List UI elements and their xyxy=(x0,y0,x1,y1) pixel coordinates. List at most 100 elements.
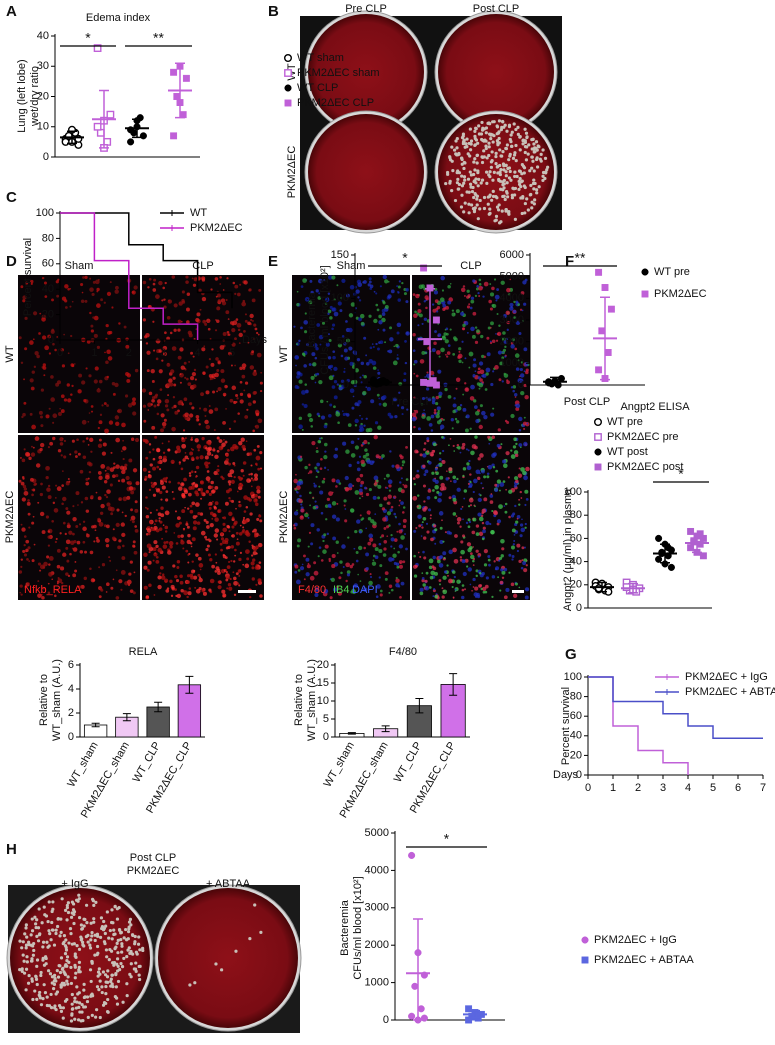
colony xyxy=(470,203,473,206)
signal xyxy=(149,489,151,491)
signal xyxy=(523,347,527,351)
colony xyxy=(475,197,478,200)
signal xyxy=(499,490,501,492)
signal xyxy=(479,453,484,458)
signal xyxy=(28,457,31,460)
signal xyxy=(307,564,311,568)
signal xyxy=(466,448,468,450)
signal xyxy=(74,450,77,453)
colony xyxy=(96,953,99,956)
colony xyxy=(530,138,533,141)
signal xyxy=(67,398,71,402)
signal xyxy=(157,585,161,589)
signal xyxy=(213,447,215,449)
signal xyxy=(173,405,176,408)
signal xyxy=(234,555,236,557)
signal xyxy=(332,478,336,482)
signal xyxy=(479,472,481,474)
colony xyxy=(69,932,72,935)
signal xyxy=(296,491,298,493)
data-point xyxy=(62,139,69,146)
signal xyxy=(462,534,465,537)
signal xyxy=(198,289,201,292)
signal xyxy=(51,298,54,301)
colony xyxy=(524,151,527,154)
signal xyxy=(511,583,515,587)
row-label: PKM2ΔEC xyxy=(286,146,298,199)
signal xyxy=(360,314,365,319)
signal xyxy=(188,486,192,490)
panel-label: H xyxy=(6,841,17,858)
signal xyxy=(419,313,423,317)
signal xyxy=(348,464,351,467)
signal xyxy=(524,395,528,399)
colony xyxy=(546,166,549,169)
y-tick-label: 5000 xyxy=(500,271,524,283)
signal xyxy=(184,507,186,509)
colony xyxy=(477,178,480,181)
signal xyxy=(197,521,201,525)
signal xyxy=(113,466,116,469)
colony xyxy=(471,190,474,193)
signal xyxy=(296,375,300,379)
signal xyxy=(143,552,147,556)
signal xyxy=(76,491,80,495)
signal xyxy=(386,474,390,478)
signal xyxy=(260,372,262,374)
signal xyxy=(468,518,471,521)
signal xyxy=(256,413,259,416)
signal xyxy=(359,299,361,301)
data-point xyxy=(687,544,693,550)
signal xyxy=(214,455,218,459)
colony xyxy=(523,128,526,131)
signal xyxy=(160,388,163,391)
signal xyxy=(84,551,87,554)
signal xyxy=(356,478,361,483)
signal xyxy=(55,541,57,543)
signal xyxy=(453,397,455,399)
x-tick-label: 1 xyxy=(91,347,97,359)
signal xyxy=(145,457,148,460)
signal xyxy=(508,490,512,494)
signal xyxy=(201,589,204,592)
signal xyxy=(31,387,35,391)
signal xyxy=(359,428,363,432)
signal xyxy=(243,461,247,465)
signal xyxy=(144,335,147,338)
signal xyxy=(188,361,190,363)
signal xyxy=(378,398,380,400)
signal xyxy=(462,584,465,587)
colony xyxy=(503,195,506,198)
signal xyxy=(447,285,451,289)
colony xyxy=(533,169,536,172)
colony xyxy=(35,965,38,968)
colony xyxy=(51,975,54,978)
signal xyxy=(244,280,248,284)
colony xyxy=(462,210,465,213)
signal xyxy=(313,506,317,510)
signal xyxy=(413,313,418,318)
colony xyxy=(64,965,67,968)
signal xyxy=(147,409,149,411)
signal xyxy=(476,575,478,577)
signal xyxy=(347,536,349,538)
signal xyxy=(432,595,434,597)
signal xyxy=(204,415,206,417)
signal xyxy=(341,355,344,358)
signal xyxy=(152,396,155,399)
signal xyxy=(228,318,230,320)
signal xyxy=(134,551,138,555)
signal xyxy=(164,331,167,334)
colony xyxy=(494,155,497,158)
signal xyxy=(442,450,444,452)
signal xyxy=(175,510,177,512)
signal xyxy=(473,564,475,566)
signal xyxy=(419,556,421,558)
legend-marker xyxy=(285,85,292,92)
signal xyxy=(238,441,242,445)
signal xyxy=(195,493,199,497)
colony xyxy=(42,957,45,960)
signal xyxy=(46,476,49,479)
signal xyxy=(132,411,136,415)
signal xyxy=(83,399,86,402)
